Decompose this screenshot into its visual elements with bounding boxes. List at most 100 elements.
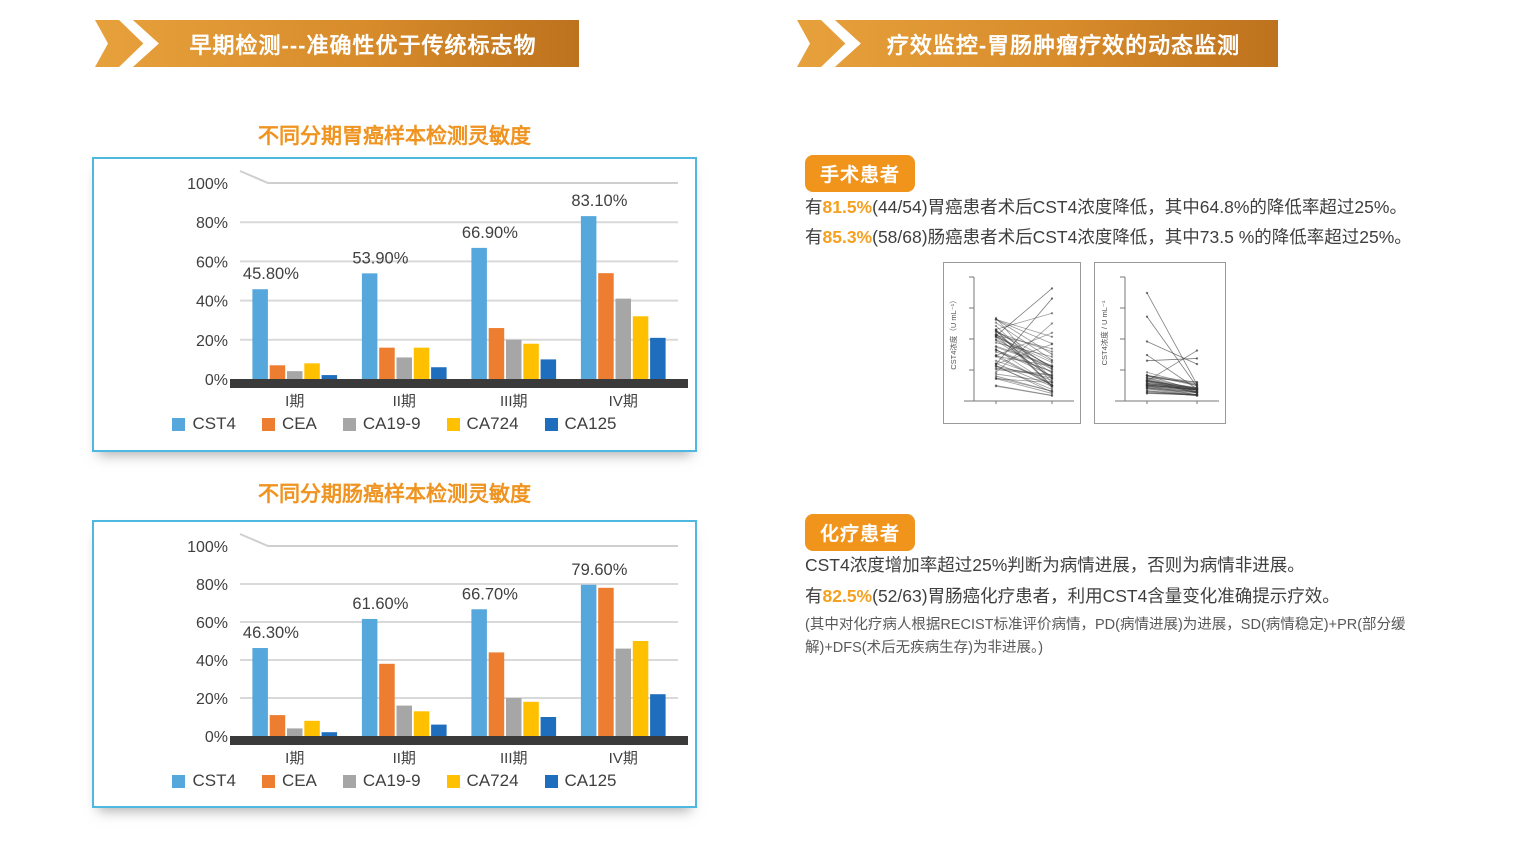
paired-sample-line	[995, 345, 1053, 366]
banner-therapy-monitoring: 疗效监控-胃肠肿瘤疗效的动态监测	[797, 20, 1278, 67]
bar-CA125	[650, 337, 666, 379]
data-point	[1050, 287, 1054, 290]
paired-sample-line	[995, 365, 1053, 393]
bar-CEA	[269, 715, 286, 736]
data-point	[1050, 389, 1054, 393]
bar-CA19-9	[506, 698, 522, 736]
legend-label: CEA	[281, 771, 317, 790]
paired-line-plot-intestinal: CST4浓度 / U mL⁻¹	[1094, 262, 1226, 424]
data-point	[1050, 322, 1054, 325]
bar-CST4	[361, 273, 378, 379]
data-point	[994, 364, 998, 368]
data-point	[994, 324, 998, 328]
paired-sample-line	[995, 336, 1053, 368]
data-point	[994, 328, 998, 331]
bar-CA125	[650, 694, 666, 736]
y-axis-tick-label: 80%	[196, 215, 228, 232]
data-point	[994, 354, 998, 357]
paired-sample-line	[995, 319, 1053, 338]
legend-item-CA724: CA724	[446, 414, 519, 434]
data-point	[994, 331, 998, 334]
bar-CST4	[252, 289, 268, 379]
paired-sample-line	[995, 346, 1053, 368]
paired-sample-line	[1146, 358, 1198, 362]
legend-swatch	[446, 774, 460, 788]
bar-CEA	[598, 587, 614, 736]
bar-CA724	[632, 316, 649, 379]
legend-swatch	[172, 417, 186, 431]
legend-label: CA125	[564, 771, 617, 790]
legend-item-CA19-9: CA19-9	[342, 771, 421, 791]
paired-sample-line	[1146, 388, 1198, 394]
y-axis-tick-label: 40%	[196, 294, 228, 311]
legend-swatch	[446, 417, 460, 431]
data-point	[1145, 376, 1149, 380]
legend-swatch	[261, 417, 275, 431]
y-axis-tick-label: 60%	[196, 615, 228, 632]
paired-sample-line	[995, 373, 1053, 383]
data-point	[1145, 315, 1149, 318]
bar-CST4	[471, 247, 487, 379]
data-point	[994, 334, 998, 338]
data-point	[994, 348, 998, 352]
data-point	[1195, 362, 1199, 366]
data-point	[1050, 361, 1054, 364]
chart-box-intestinal: 0% 20% 40% 60% 80% 100% 46.30% I期 61.60% II期 66.70…	[92, 520, 697, 808]
paired-sample-line	[995, 336, 1053, 363]
data-point	[1145, 371, 1149, 374]
paired-sample-line	[995, 317, 1053, 384]
legend-item-CA125: CA125	[544, 771, 617, 791]
paired-sample-line	[1146, 379, 1198, 388]
legend-item-CEA: CEA	[261, 414, 317, 434]
data-point	[1145, 379, 1149, 383]
data-point	[1195, 391, 1199, 394]
paired-sample-line	[1146, 341, 1198, 365]
bar-CA19-9	[615, 648, 631, 736]
data-point	[1050, 350, 1054, 353]
paired-sample-line	[995, 385, 1053, 396]
text-segment: (52/63)胃肠癌化疗患者，利用CST4含量变化准确提示疗效。	[872, 586, 1340, 606]
bar-CA125	[540, 359, 557, 379]
bar-CEA	[488, 652, 505, 736]
data-point	[994, 377, 998, 380]
legend-label: CST4	[192, 414, 236, 433]
bar-CST4	[580, 584, 597, 736]
bar-CA724	[304, 363, 320, 379]
bar-CA724	[523, 343, 539, 379]
banner-early-detection-title: 早期检测---准确性优于传统标志物	[189, 32, 537, 58]
data-label: 46.30%	[243, 624, 299, 642]
data-point	[1050, 331, 1054, 335]
bar-CA724	[304, 720, 320, 736]
paired-sample-line	[995, 354, 1053, 386]
y-axis-label: CST4浓度（U mL⁻¹）	[948, 296, 958, 370]
bar-CA125	[431, 724, 447, 736]
text-segment: 有	[805, 227, 823, 247]
data-label: 79.60%	[571, 561, 627, 579]
data-point	[1050, 297, 1054, 300]
bar-CEA	[269, 365, 286, 379]
paired-sample-line	[995, 329, 1053, 387]
data-point	[1145, 374, 1149, 377]
data-point	[1195, 383, 1199, 386]
x-axis-category-label: IV期	[609, 393, 638, 410]
data-label: 53.90%	[352, 249, 408, 267]
paired-sample-line	[995, 375, 1053, 392]
data-point	[1195, 393, 1199, 397]
data-point	[994, 341, 998, 344]
data-label: 45.80%	[243, 265, 299, 283]
legend-label: CEA	[281, 414, 317, 433]
legend-label: CST4	[192, 771, 236, 790]
bar-chart-intestinal: 0% 20% 40% 60% 80% 100% 46.30% I期 61.60% II期 66.70…	[187, 533, 688, 767]
legend-swatch	[544, 774, 558, 788]
surgery-line-2: 有85.3%(58/68)肠癌患者术后CST4浓度降低，其中73.5 %的降低率…	[805, 222, 1430, 252]
data-point	[1050, 374, 1054, 378]
legend-swatch	[544, 417, 558, 431]
data-point	[1050, 312, 1054, 315]
y-axis-tick-label: 0%	[205, 729, 228, 746]
surgery-line-1: 有81.5%(44/54)胃癌患者术后CST4浓度降低，其中64.8%的降低率超…	[805, 192, 1430, 222]
paired-sample-line	[995, 363, 1053, 387]
text-segment: (44/54)胃癌患者术后CST4浓度降低，其中64.8%的降低率超过25%。	[872, 197, 1407, 217]
paired-sample-line	[995, 385, 1053, 397]
data-point	[994, 359, 998, 362]
x-axis-baseline	[230, 379, 688, 388]
